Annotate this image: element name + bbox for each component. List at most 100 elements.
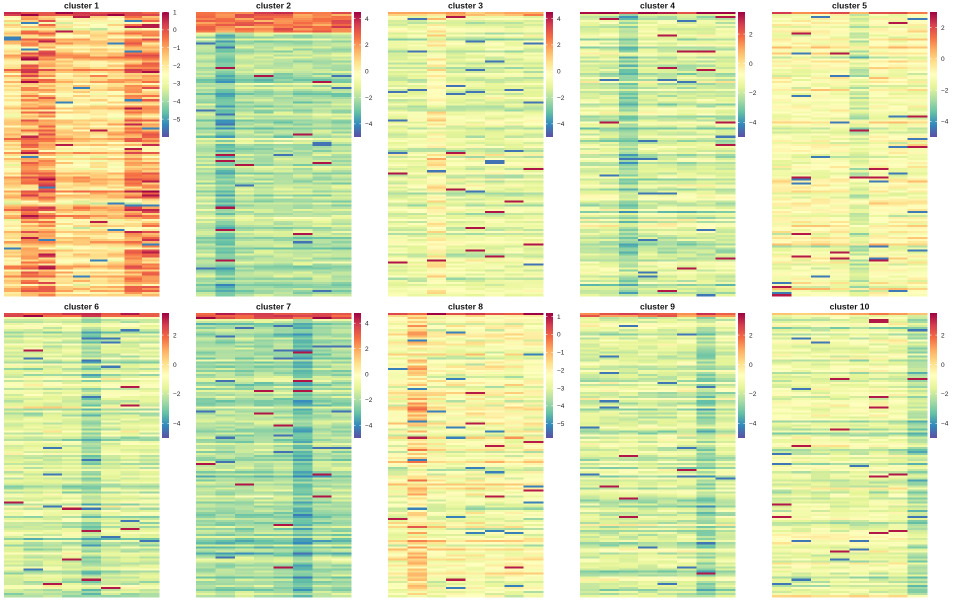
heatmap-cell	[888, 22, 908, 25]
heatmap-cell	[4, 48, 22, 51]
heatmap-cell	[21, 135, 39, 139]
heatmap-cell	[676, 269, 697, 272]
heatmap-cell	[234, 247, 255, 250]
heatmap-cell	[657, 198, 678, 201]
heatmap-cell	[715, 127, 736, 130]
heatmap-cell	[331, 237, 352, 240]
heatmap-cell	[196, 91, 216, 94]
heatmap-cell	[215, 143, 236, 147]
heatmap-cell	[273, 251, 294, 254]
heatmap-cell	[312, 194, 332, 197]
heatmap-cell	[523, 220, 544, 224]
heatmap-cell	[55, 14, 74, 17]
heatmap-cell	[4, 139, 22, 143]
heatmap-cell	[21, 18, 39, 21]
heatmap-cell	[484, 245, 505, 248]
heatmap-cell	[312, 245, 332, 248]
heatmap-cell	[580, 91, 600, 94]
heatmap-cell	[331, 289, 352, 293]
heatmap-cell	[234, 105, 255, 108]
heatmap-cell	[124, 198, 143, 201]
heatmap-cell	[676, 105, 697, 108]
heatmap-cell	[292, 125, 313, 128]
heatmap-cell	[331, 154, 352, 157]
heatmap-panel: cluster 110−1−2−3−4−5	[4, 1, 181, 297]
heatmap-cell	[331, 257, 352, 260]
heatmap-cell	[599, 190, 620, 193]
heatmap-cell	[465, 243, 486, 246]
heatmap-cell	[504, 168, 524, 171]
heatmap-cell	[791, 20, 812, 23]
heatmap-cell	[715, 119, 736, 122]
heatmap-cell	[72, 281, 91, 285]
heatmap-cell	[90, 194, 108, 197]
heatmap-cell	[599, 218, 620, 222]
heatmap-cell	[292, 194, 313, 197]
heatmap-cell	[388, 54, 408, 57]
heatmap-cell	[638, 121, 658, 124]
heatmap-cell	[196, 237, 216, 240]
heatmap-cell	[141, 229, 160, 232]
heatmap-cell	[215, 255, 236, 258]
heatmap-cell	[676, 87, 697, 90]
heatmap-cell	[55, 261, 74, 264]
heatmap-cell	[484, 227, 505, 230]
heatmap-cell	[676, 277, 697, 281]
heatmap-cell	[407, 237, 428, 240]
heatmap-cell	[141, 214, 160, 218]
heatmap-cell	[907, 34, 928, 37]
heatmap-cell	[38, 36, 56, 39]
heatmap-cell	[676, 123, 697, 126]
heatmap-cell	[254, 253, 274, 256]
heatmap-cell	[849, 42, 870, 45]
heatmap-cell	[90, 291, 108, 295]
heatmap-cell	[465, 225, 486, 228]
heatmap-cell	[407, 231, 428, 234]
heatmap-cell	[141, 231, 160, 234]
heatmap-cell	[465, 141, 486, 145]
heatmap-cell	[331, 70, 352, 74]
heatmap-cell	[715, 42, 736, 45]
heatmap-cell	[484, 87, 505, 90]
heatmap-cell	[465, 154, 486, 157]
heatmap-cell	[90, 162, 108, 165]
heatmap-cell	[292, 26, 313, 29]
heatmap-cell	[907, 52, 928, 55]
heatmap-cell	[580, 287, 600, 291]
heatmap-cell	[657, 125, 678, 128]
heatmap-cell	[124, 281, 143, 285]
heatmap-cell	[791, 85, 812, 88]
heatmap-cell	[657, 293, 678, 297]
heatmap-cell	[234, 46, 255, 49]
heatmap-cell	[215, 34, 236, 37]
heatmap-cell	[618, 38, 639, 41]
heatmap-cell	[38, 40, 56, 43]
heatmap-cell	[638, 184, 658, 187]
colorbar-tick-label: 4	[557, 16, 561, 23]
heatmap-cell	[90, 95, 108, 98]
heatmap-cell	[215, 16, 236, 19]
heatmap-cell	[426, 257, 447, 260]
heatmap-cell	[407, 279, 428, 283]
heatmap-cell	[426, 275, 447, 279]
heatmap-cell	[676, 214, 697, 218]
heatmap-cell	[426, 143, 447, 147]
heatmap-cell	[388, 190, 408, 193]
heatmap-cell	[676, 222, 697, 226]
heatmap-cell	[849, 64, 870, 68]
heatmap-cell	[124, 111, 143, 114]
heatmap-cell	[676, 103, 697, 106]
heatmap-cell	[638, 99, 658, 102]
heatmap-cell	[484, 123, 505, 126]
heatmap-cell	[465, 137, 486, 141]
heatmap-cell	[388, 46, 408, 49]
heatmap-cell	[465, 170, 486, 173]
heatmap-cell	[90, 36, 108, 39]
heatmap-cell	[215, 95, 236, 98]
heatmap-cell	[331, 259, 352, 262]
heatmap-cell	[599, 210, 620, 214]
heatmap-cell	[107, 16, 125, 19]
heatmap-cell	[254, 216, 274, 220]
heatmap-cell	[638, 265, 658, 268]
heatmap-cell	[107, 137, 125, 141]
